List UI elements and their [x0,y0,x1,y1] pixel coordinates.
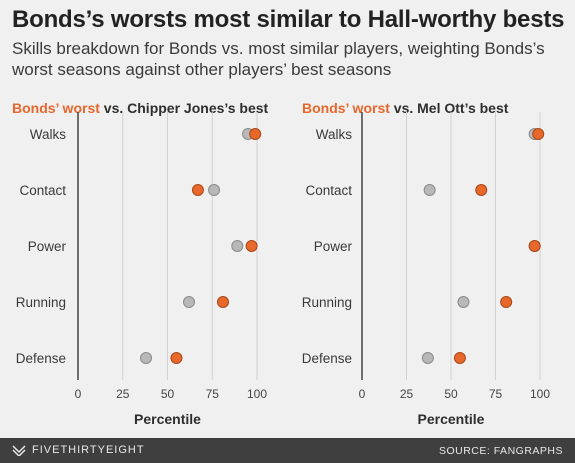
comparison-player-dot [182,296,195,308]
category-label: Contact [19,183,66,198]
category-label: Contact [305,183,352,198]
bonds-worst-dot [249,128,262,140]
x-tick-label: 75 [489,387,503,401]
category-label: Running [16,295,66,310]
bonds-worst-dot [245,240,258,252]
comparison-player-dot [423,184,436,196]
comparison-player-dot [457,296,470,308]
bonds-worst-dot [216,296,229,308]
x-tick-label: 0 [75,387,82,401]
x-tick-label: 0 [359,387,366,401]
bonds-worst-dot [170,352,183,364]
category-label: Walks [30,127,66,142]
x-tick-label: 75 [206,387,220,401]
x-tick-label: 100 [530,387,550,401]
x-axis-label: Percentile [134,411,201,427]
panel-title-ott: Bonds’ worst vs. Mel Ott’s best [302,100,508,116]
panel-title-rest: vs. Chipper Jones’s best [99,100,269,116]
brand: FIVETHIRTYEIGHT [12,444,145,456]
x-tick-label: 50 [161,387,175,401]
bonds-worst-dot [475,184,488,196]
category-label: Power [314,239,353,254]
bonds-worst-dot [191,184,204,196]
x-tick-label: 50 [444,387,458,401]
panel-title-highlight: Bonds’ worst [302,100,390,116]
comparison-player-dot [421,352,434,364]
comparison-player-dot [140,352,153,364]
x-tick-label: 25 [400,387,414,401]
footer-bar: FIVETHIRTYEIGHT SOURCE: FANGRAPHS [0,438,575,463]
dot-plot-chart: 0 25 50 75 100 Percentile Walks Contact Power Run… [16,112,550,427]
x-tick-label: 25 [116,387,130,401]
x-tick-label: 100 [247,387,267,401]
category-label: Defense [302,351,352,366]
category-label: Defense [16,351,66,366]
category-label: Walks [316,127,352,142]
bonds-worst-dot [532,128,545,140]
category-label: Running [302,295,352,310]
category-label: Power [28,239,67,254]
brand-name: FIVETHIRTYEIGHT [32,444,145,456]
chart-title: Bonds’s worsts most similar to Hall-wort… [12,6,565,33]
comparison-player-dot [231,240,244,252]
x-axis-label: Percentile [418,411,485,427]
source-note: SOURCE: FANGRAPHS [438,445,563,457]
panel-title-rest: vs. Mel Ott’s best [389,100,509,116]
bonds-worst-dot [500,296,513,308]
chart-subtitle: Skills breakdown for Bonds vs. most simi… [12,39,545,79]
fivethirtyeight-logo-icon [12,445,26,456]
bonds-worst-dot [528,240,541,252]
bonds-worst-dot [453,352,466,364]
comparison-player-dot [208,184,221,196]
